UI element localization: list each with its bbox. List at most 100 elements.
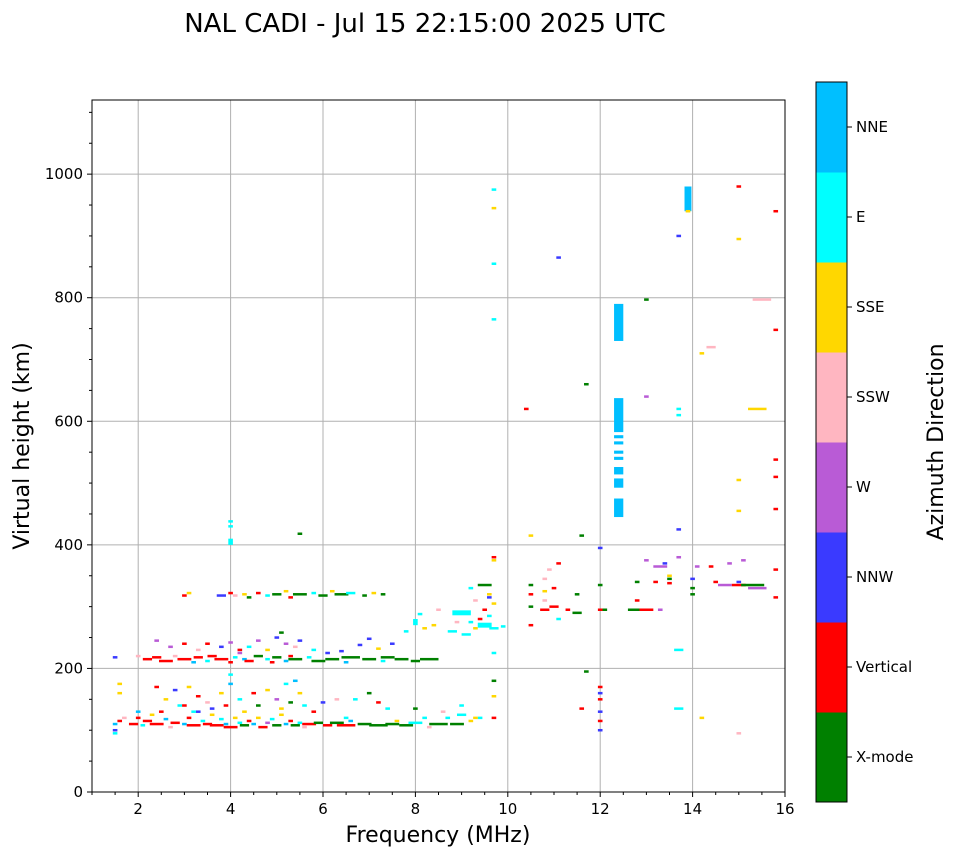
data-point-x-mode bbox=[362, 594, 367, 597]
data-point-w bbox=[727, 562, 732, 565]
data-point-w bbox=[748, 586, 767, 590]
data-point-sse bbox=[528, 534, 534, 537]
data-point-sse bbox=[117, 691, 123, 695]
data-point-nnw bbox=[597, 546, 603, 550]
data-point-vertical bbox=[323, 724, 333, 727]
data-point-x-mode bbox=[627, 608, 647, 611]
data-point-w bbox=[718, 583, 732, 587]
colorbar-tick-label: W bbox=[856, 478, 871, 496]
data-point-x-mode bbox=[429, 722, 448, 726]
data-point-ssw bbox=[436, 608, 441, 611]
data-point-ssw bbox=[752, 298, 772, 301]
data-point-nnw bbox=[297, 639, 303, 642]
data-point-sse bbox=[232, 716, 238, 720]
data-point-e bbox=[177, 704, 183, 707]
data-point-nne bbox=[614, 398, 624, 433]
data-point-e bbox=[269, 717, 275, 721]
data-point-x-mode bbox=[634, 580, 640, 584]
data-point-sse bbox=[209, 713, 215, 717]
data-point-vertical bbox=[135, 716, 141, 720]
chart-title: NAL CADI - Jul 15 22:15:00 2025 UTC bbox=[184, 9, 666, 39]
data-point-vertical bbox=[214, 657, 229, 661]
colorbar-tick-label: SSW bbox=[856, 388, 890, 406]
data-point-sse bbox=[699, 352, 705, 355]
data-point-vertical bbox=[202, 722, 213, 726]
data-point-sse bbox=[279, 713, 284, 717]
data-point-nnw bbox=[662, 562, 668, 565]
data-point-vertical bbox=[491, 716, 497, 720]
data-point-x-mode bbox=[584, 670, 589, 673]
data-point-nnw bbox=[112, 656, 118, 659]
data-point-x-mode bbox=[667, 577, 672, 581]
data-point-vertical bbox=[773, 507, 779, 511]
data-point-sse bbox=[491, 602, 497, 605]
data-point-ssw bbox=[473, 599, 478, 602]
data-point-vertical bbox=[152, 656, 162, 659]
y-tick-label: 200 bbox=[54, 659, 83, 677]
data-point-x-mode bbox=[290, 724, 300, 727]
data-point-nnw bbox=[389, 642, 395, 645]
data-point-ssw bbox=[195, 648, 201, 652]
colorbar-swatch bbox=[816, 622, 847, 713]
data-point-sse bbox=[473, 716, 478, 720]
data-point-nne bbox=[614, 498, 624, 518]
y-tick-label: 800 bbox=[54, 289, 83, 307]
data-point-sse bbox=[265, 688, 270, 692]
data-point-e bbox=[556, 617, 561, 621]
data-point-nne bbox=[343, 661, 349, 664]
colorbar-swatch bbox=[816, 352, 847, 443]
data-point-vertical bbox=[311, 710, 317, 713]
data-point-vertical bbox=[713, 580, 719, 584]
data-point-x-mode bbox=[288, 657, 303, 661]
data-point-e bbox=[417, 612, 423, 616]
data-point-vertical bbox=[597, 719, 603, 723]
data-point-x-mode bbox=[420, 657, 439, 661]
data-point-vertical bbox=[565, 608, 571, 611]
data-point-ssw bbox=[135, 654, 141, 658]
data-point-vertical bbox=[773, 209, 779, 213]
data-point-vertical bbox=[237, 648, 243, 652]
data-point-nne bbox=[614, 441, 624, 445]
data-point-vertical bbox=[540, 608, 550, 611]
colorbar-swatch bbox=[816, 172, 847, 263]
data-point-e bbox=[468, 620, 474, 624]
data-point-e bbox=[112, 732, 118, 735]
data-point-ssw bbox=[426, 725, 432, 729]
y-axis-label: Virtual height (km) bbox=[10, 342, 35, 549]
data-point-vertical bbox=[491, 555, 497, 559]
data-point-e bbox=[461, 633, 471, 636]
data-point-sse bbox=[699, 716, 705, 720]
data-point-vertical bbox=[731, 583, 746, 587]
data-point-vertical bbox=[186, 716, 192, 720]
data-point-ssw bbox=[547, 568, 552, 571]
data-point-x-mode bbox=[450, 722, 464, 726]
data-point-x-mode bbox=[313, 721, 323, 725]
data-point-vertical bbox=[182, 704, 187, 707]
data-point-vertical bbox=[528, 623, 534, 627]
colorbar-tick-label: NNW bbox=[856, 568, 893, 586]
data-point-ssw bbox=[168, 725, 173, 729]
data-point-ssw bbox=[542, 577, 548, 581]
x-tick-label: 14 bbox=[683, 800, 702, 818]
colorbar-tick-label: NNE bbox=[856, 118, 888, 136]
data-point-x-mode bbox=[246, 596, 252, 599]
data-point-nnw bbox=[274, 636, 280, 639]
data-point-w bbox=[265, 721, 270, 725]
data-point-vertical bbox=[158, 659, 173, 663]
data-point-e bbox=[297, 721, 303, 725]
colorbar-swatch bbox=[816, 712, 847, 803]
data-point-nne bbox=[163, 717, 169, 721]
data-point-x-mode bbox=[362, 657, 377, 661]
data-point-ssw bbox=[440, 710, 446, 713]
data-point-nne bbox=[283, 659, 289, 663]
data-point-nnw bbox=[339, 649, 344, 653]
data-point-sse bbox=[736, 509, 742, 513]
data-point-x-mode bbox=[572, 611, 582, 615]
data-point-ssw bbox=[122, 716, 127, 720]
data-point-vertical bbox=[288, 719, 293, 723]
data-point-e bbox=[246, 645, 252, 649]
data-point-sse bbox=[491, 206, 497, 210]
plot-frame bbox=[91, 99, 786, 793]
data-point-x-mode bbox=[584, 382, 589, 386]
y-tick-label: 400 bbox=[54, 536, 83, 554]
